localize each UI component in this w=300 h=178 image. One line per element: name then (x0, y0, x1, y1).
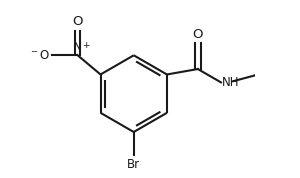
Text: NH: NH (222, 76, 240, 89)
Text: Br: Br (127, 158, 140, 171)
Text: $^-$O: $^-$O (29, 49, 51, 62)
Text: O: O (193, 28, 203, 41)
Text: N: N (73, 40, 82, 53)
Text: +: + (82, 41, 90, 50)
Text: O: O (72, 15, 83, 28)
